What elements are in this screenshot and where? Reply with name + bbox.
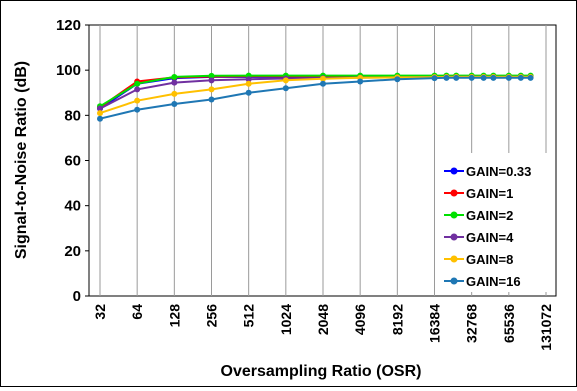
data-point [443,74,450,81]
series-group [97,72,534,122]
data-point [208,96,215,103]
data-point [245,80,252,87]
data-point [171,73,178,80]
data-point [208,72,215,79]
series-gain-16 [97,74,534,122]
data-point [453,74,460,81]
y-tick-label: 20 [64,243,81,260]
data-point [134,80,141,87]
x-tick-label: 64 [129,304,145,320]
x-tick-label: 1024 [278,304,294,335]
x-tick-label: 256 [204,304,220,328]
data-point [517,74,524,81]
data-point [245,89,252,96]
legend-label: GAIN=2 [466,208,513,223]
data-point [490,74,497,81]
legend-marker [450,211,458,219]
legend-marker [450,189,458,197]
y-tick-label: 60 [64,153,81,170]
data-point [208,77,215,84]
data-point [134,86,141,93]
x-tick-label: 32 [92,304,108,320]
data-point [245,76,252,83]
legend-label: GAIN=4 [466,230,514,245]
data-point [431,75,438,82]
data-point [282,85,289,92]
data-point [320,80,326,87]
legend-item: GAIN=2 [444,208,513,223]
y-axis-ticks: 0 20 40 60 80 100 120 [56,17,89,305]
legend-marker [450,233,458,241]
y-axis-label: Signal-to-Noise Ratio (dB) [13,61,30,259]
x-tick-label: 65536 [501,304,517,343]
y-tick-label: 0 [73,288,81,305]
data-point [208,86,215,93]
data-point [134,106,141,113]
x-tick-label: 2048 [315,304,331,335]
data-point [97,105,103,112]
legend-marker [450,167,458,175]
data-point [97,110,103,117]
x-tick-label: 512 [241,304,257,328]
x-tick-label: 8192 [389,304,405,335]
data-point [394,76,401,83]
legend-item: GAIN=1 [444,186,513,201]
data-point [480,74,487,81]
legend-box [437,153,554,292]
data-point [171,79,178,86]
legend-marker [450,277,458,285]
legend-label: GAIN=1 [466,186,513,201]
y-tick-label: 100 [56,62,81,79]
data-point [171,101,178,108]
y-tick-label: 40 [64,198,81,215]
data-point [171,90,178,97]
grid-lines [99,25,547,296]
data-point [357,78,364,85]
data-point [97,115,103,122]
legend-label: GAIN=0.33 [466,164,531,179]
x-axis-label: Oversampling Ratio (OSR) [221,363,422,380]
x-tick-label: 4096 [352,304,368,335]
legend-label: GAIN=8 [466,252,513,267]
legend-label: GAIN=16 [466,274,521,289]
data-point [468,74,475,81]
legend-marker [450,255,458,263]
legend-item: GAIN=4 [444,230,514,245]
legend: GAIN=0.33 GAIN=1 GAIN=2 GAIN=4 GAIN=8 GAIN=16 [437,153,554,292]
x-axis-ticks: 32 64 128 256 512 1024 2048 4096 8192 16384 32768 6… [92,304,554,351]
data-point [134,97,141,104]
data-point [282,77,289,84]
x-tick-label: 128 [166,304,182,328]
data-point [320,75,326,82]
x-tick-label: 32768 [464,304,480,343]
x-tick-label: 131072 [538,304,554,351]
legend-item: GAIN=16 [444,274,521,289]
y-tick-label: 80 [64,107,81,124]
legend-item: GAIN=0.33 [444,164,531,179]
y-tick-label: 120 [56,17,81,34]
data-point [527,74,534,81]
legend-item: GAIN=8 [444,252,513,267]
x-tick-label: 16384 [427,304,443,343]
data-point [505,74,512,81]
